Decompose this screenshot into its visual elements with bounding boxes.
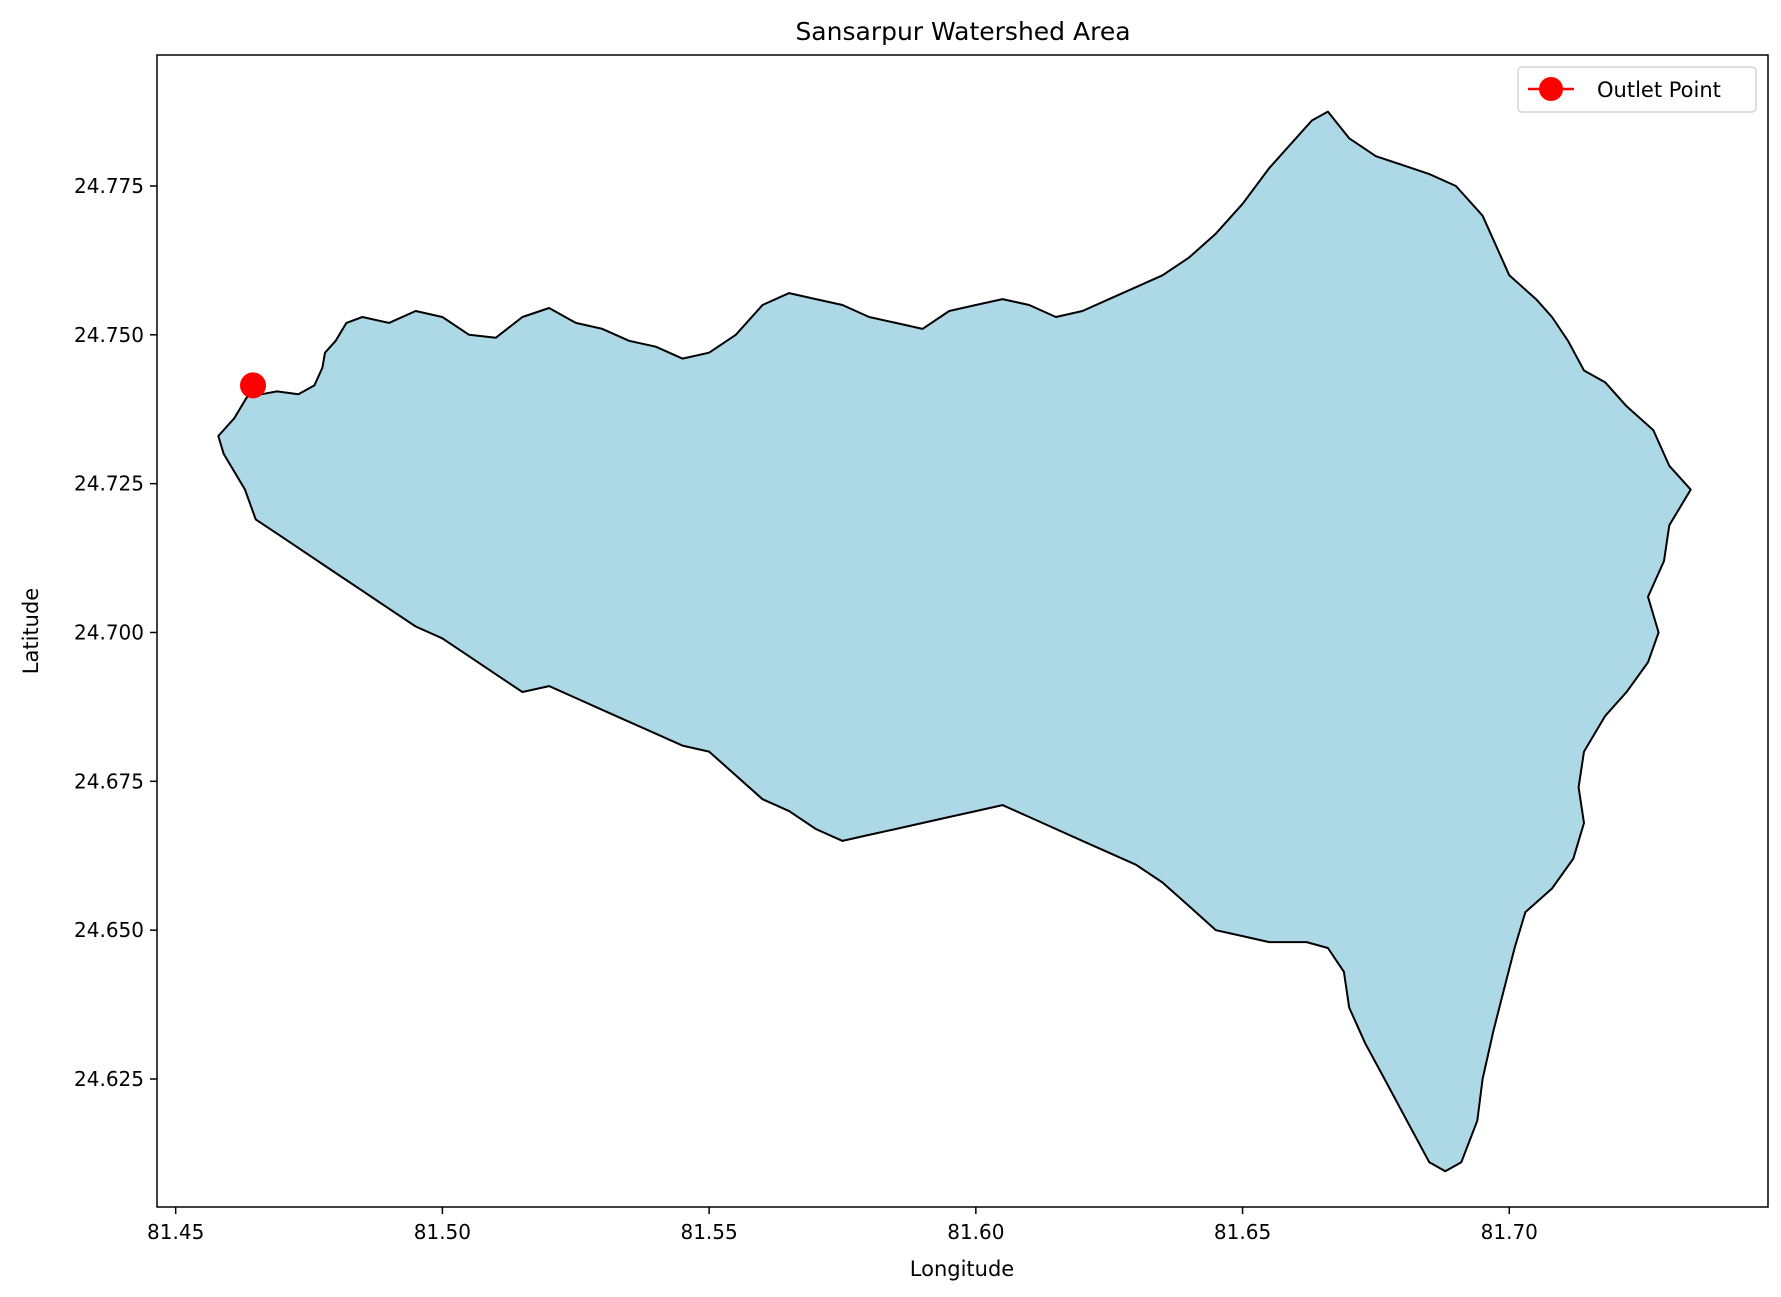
y-tick-label: 24.725 <box>74 472 144 496</box>
y-tick-label: 24.625 <box>74 1067 144 1091</box>
chart-title: Sansarpur Watershed Area <box>795 17 1130 46</box>
x-tick-label: 81.60 <box>947 1220 1004 1244</box>
y-tick-label: 24.650 <box>74 918 144 942</box>
y-axis-ticks: 24.625 24.650 24.675 24.700 24.725 24.750 24.7… <box>74 174 157 1091</box>
legend-box <box>1517 66 1757 113</box>
y-tick-label: 24.700 <box>74 620 144 644</box>
y-tick-label: 24.675 <box>74 769 144 793</box>
outlet-point-marker <box>240 372 266 399</box>
legend: Outlet Point <box>1517 66 1757 113</box>
x-axis-ticks: 81.45 81.50 81.55 81.60 81.65 81.70 <box>147 1207 1538 1244</box>
x-tick-label: 81.70 <box>1481 1220 1538 1244</box>
legend-label: Outlet Point <box>1597 78 1721 102</box>
axes-frame <box>156 54 1769 1208</box>
x-tick-label: 81.55 <box>680 1220 737 1244</box>
legend-marker-icon <box>1539 77 1563 101</box>
y-axis-label: Latitude <box>19 588 43 674</box>
x-axis-label: Longitude <box>910 1257 1014 1281</box>
x-tick-label: 81.65 <box>1214 1220 1271 1244</box>
x-tick-label: 81.50 <box>414 1220 471 1244</box>
y-tick-label: 24.775 <box>74 174 144 198</box>
x-tick-label: 81.45 <box>147 1220 204 1244</box>
plot-area <box>217 110 1692 1173</box>
y-tick-label: 24.750 <box>74 323 144 347</box>
watershed-polygon <box>217 110 1692 1173</box>
